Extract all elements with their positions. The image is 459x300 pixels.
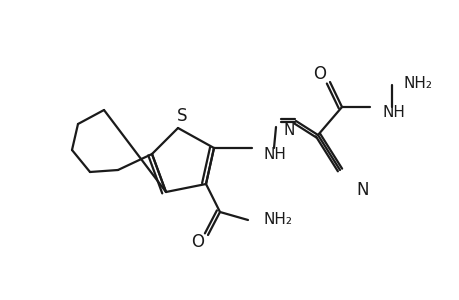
Text: N: N — [355, 181, 368, 199]
Text: NH₂: NH₂ — [263, 212, 292, 226]
Text: NH: NH — [263, 146, 286, 161]
Text: O: O — [191, 233, 204, 251]
Text: N: N — [283, 122, 295, 137]
Text: S: S — [176, 107, 187, 125]
Text: O: O — [313, 65, 326, 83]
Text: NH₂: NH₂ — [403, 76, 432, 91]
Text: NH: NH — [382, 104, 405, 119]
